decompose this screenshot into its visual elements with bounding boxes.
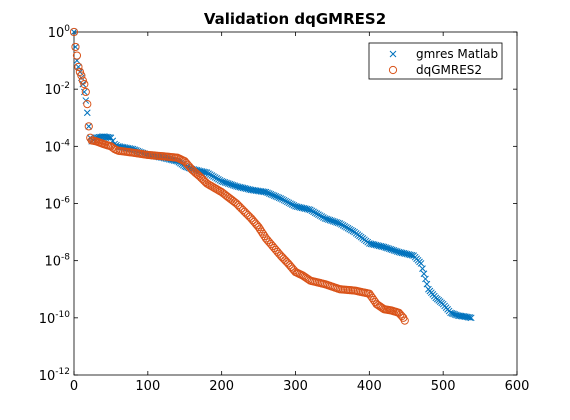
legend-label-gmres: gmres Matlab: [416, 47, 498, 61]
data-point: [420, 270, 428, 278]
data-point: [84, 122, 93, 131]
chart-title: Validation dqGMRES2: [204, 10, 386, 28]
data-point: [75, 67, 85, 77]
data-point: [408, 251, 416, 259]
data-point: [71, 42, 80, 52]
data-point: [198, 175, 207, 184]
x-tick-label: 0: [70, 379, 78, 394]
x-tick-label: 100: [135, 379, 160, 394]
data-point: [288, 201, 296, 208]
legend-marker-dqgmres2: [388, 65, 398, 75]
data-point: [193, 170, 203, 180]
data-point: [400, 316, 409, 325]
legend-marker: [388, 65, 398, 75]
x-tick-label: 300: [283, 379, 308, 394]
y-tick-label: 10-2: [44, 81, 70, 98]
y-tick-label: 10-10: [39, 310, 71, 327]
data-point: [366, 291, 375, 300]
x-axis: 0 100 200 300 400 500 600: [70, 32, 530, 394]
x-tick-label: 600: [505, 379, 530, 394]
data-point: [69, 27, 79, 37]
data-point: [285, 199, 293, 207]
x-tick-label: 400: [357, 379, 382, 394]
data-point: [280, 196, 288, 204]
data-point: [75, 63, 82, 71]
data-point: [254, 222, 263, 232]
legend-label-dqgmres2: dqGMRES2: [416, 63, 482, 77]
x-tick-label: 200: [209, 379, 234, 394]
data-point: [397, 312, 406, 321]
data-point: [417, 260, 425, 267]
y-tick-label: 10-12: [39, 367, 70, 384]
data-point: [419, 265, 426, 272]
data-point: [83, 109, 91, 117]
y-tick-label: 10-6: [44, 196, 70, 213]
data-point: [279, 195, 286, 203]
y-tick-label: 100: [48, 24, 71, 41]
series-dqgmres2: [69, 27, 409, 325]
data-point: [85, 123, 93, 130]
data-point: [282, 197, 290, 205]
data-point: [83, 100, 92, 109]
data-point: [196, 173, 206, 182]
data-point: [80, 80, 89, 89]
data-point: [422, 275, 429, 283]
data-point: [70, 28, 78, 36]
data-point: [277, 195, 285, 202]
data-point: [77, 71, 86, 80]
y-tick-label: 10-8: [44, 253, 70, 270]
data-point: [72, 43, 79, 51]
data-point: [81, 87, 90, 97]
data-point: [186, 164, 195, 173]
data-point: [107, 134, 115, 142]
data-point: [72, 51, 82, 60]
data-point: [255, 225, 265, 234]
data-point: [369, 295, 378, 305]
data-point: [257, 227, 266, 236]
data-point: [467, 314, 475, 322]
data-point: [283, 198, 291, 206]
legend: gmres Matlab dqGMRES2: [368, 42, 503, 80]
data-point: [368, 293, 377, 302]
y-axis: 100 10-2 10-4 10-6 10-8 10-10 10-12: [39, 24, 517, 384]
data-point: [275, 194, 283, 202]
legend-marker-gmres: [389, 50, 397, 58]
data-point: [74, 62, 83, 72]
data-point: [466, 314, 474, 321]
y-tick-label: 10-4: [44, 138, 70, 155]
series-layer: [69, 27, 475, 325]
data-point: [258, 229, 268, 238]
legend-marker: [389, 50, 397, 58]
data-point: [78, 76, 87, 85]
data-point: [423, 280, 431, 288]
x-tick-label: 500: [431, 379, 456, 394]
data-point: [365, 289, 374, 298]
data-point: [287, 200, 294, 208]
data-point: [195, 172, 204, 181]
data-point: [334, 219, 342, 227]
